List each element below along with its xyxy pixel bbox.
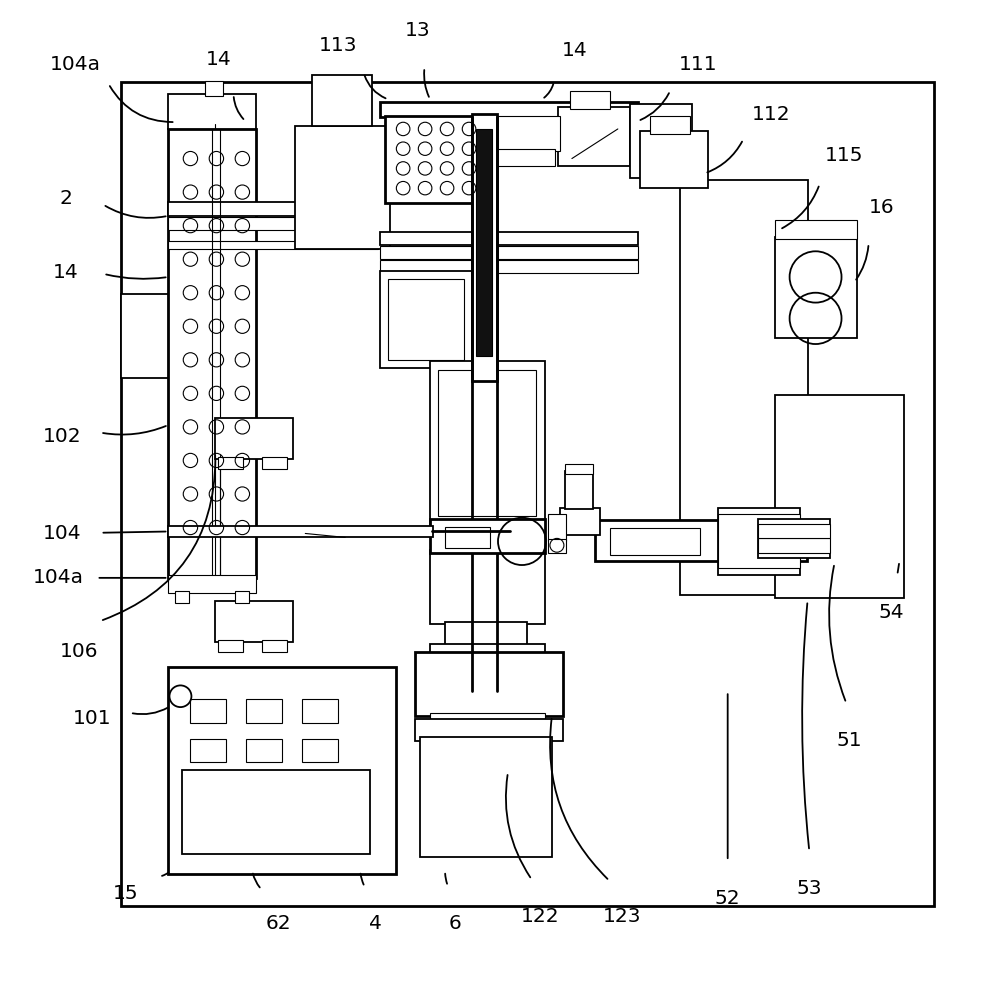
Bar (415, 719, 563, 741)
Text: 104a: 104a (50, 55, 101, 74)
Bar (121, 82, 934, 906)
Bar (560, 508, 600, 535)
Bar (565, 464, 593, 474)
Bar (758, 519, 830, 558)
Bar (302, 700, 338, 723)
Bar (168, 216, 378, 229)
Text: 15: 15 (113, 884, 138, 903)
Bar (218, 457, 243, 469)
Bar (380, 260, 638, 273)
Bar (548, 539, 566, 553)
Text: 13: 13 (405, 21, 431, 40)
Bar (262, 640, 287, 652)
Bar (595, 520, 807, 561)
Bar (650, 117, 690, 134)
Bar (175, 591, 189, 603)
Text: 51: 51 (837, 731, 862, 750)
Text: 16: 16 (869, 199, 894, 217)
Bar (430, 713, 545, 723)
Bar (445, 527, 490, 548)
Bar (380, 231, 638, 245)
Bar (121, 293, 168, 377)
Bar (168, 667, 396, 873)
Text: 104a: 104a (33, 568, 84, 587)
Text: 14: 14 (53, 263, 78, 282)
Bar (565, 471, 593, 509)
Bar (380, 103, 638, 118)
Bar (168, 202, 378, 215)
Bar (190, 700, 226, 723)
Text: 115: 115 (825, 146, 864, 165)
Bar (438, 370, 536, 516)
Bar (215, 418, 293, 459)
Text: 104: 104 (43, 524, 82, 543)
Bar (420, 737, 552, 857)
Bar (190, 739, 226, 763)
Bar (758, 524, 830, 538)
Bar (385, 117, 483, 203)
Text: 14: 14 (206, 50, 231, 69)
Text: 102: 102 (43, 427, 82, 447)
Text: 53: 53 (797, 879, 822, 898)
Bar (380, 246, 638, 259)
Bar (758, 538, 830, 553)
Text: 106: 106 (59, 642, 98, 661)
Bar (476, 129, 492, 356)
Bar (490, 117, 560, 150)
Bar (548, 514, 566, 541)
Text: 112: 112 (752, 105, 791, 124)
Bar (168, 241, 378, 249)
Bar (430, 519, 545, 553)
Bar (630, 105, 692, 178)
Bar (168, 575, 256, 593)
Text: 2: 2 (59, 189, 72, 207)
Bar (302, 739, 338, 763)
Bar (215, 601, 293, 642)
Bar (472, 115, 497, 380)
Text: 111: 111 (678, 55, 717, 74)
Text: 122: 122 (521, 907, 559, 926)
Text: 62: 62 (265, 914, 291, 933)
Bar (168, 526, 433, 537)
Bar (415, 652, 563, 716)
Bar (246, 739, 282, 763)
Bar (718, 508, 800, 575)
Bar (380, 271, 472, 368)
Bar (182, 771, 370, 854)
Bar (235, 591, 249, 603)
Bar (168, 129, 256, 578)
Bar (775, 237, 857, 338)
Text: 101: 101 (73, 709, 112, 728)
Bar (295, 126, 390, 249)
Bar (718, 514, 800, 568)
Text: 4: 4 (369, 914, 382, 933)
Text: 14: 14 (562, 41, 588, 59)
Bar (680, 180, 808, 595)
Bar (430, 644, 545, 654)
Bar (218, 640, 243, 652)
Bar (445, 622, 527, 647)
Bar (610, 528, 700, 555)
Bar (168, 95, 256, 129)
Bar (430, 550, 545, 624)
Bar (558, 108, 630, 166)
Bar (312, 75, 372, 126)
Text: 54: 54 (879, 603, 904, 621)
Bar (495, 148, 555, 166)
Bar (430, 361, 545, 524)
Bar (775, 395, 904, 598)
Text: 123: 123 (603, 907, 641, 926)
Text: 52: 52 (715, 889, 740, 908)
Text: 6: 6 (449, 914, 461, 933)
Bar (570, 92, 610, 110)
Bar (205, 81, 223, 97)
Bar (388, 279, 464, 360)
Bar (775, 219, 857, 239)
Text: 113: 113 (319, 36, 357, 54)
Bar (640, 131, 708, 188)
Bar (262, 457, 287, 469)
Bar (246, 700, 282, 723)
